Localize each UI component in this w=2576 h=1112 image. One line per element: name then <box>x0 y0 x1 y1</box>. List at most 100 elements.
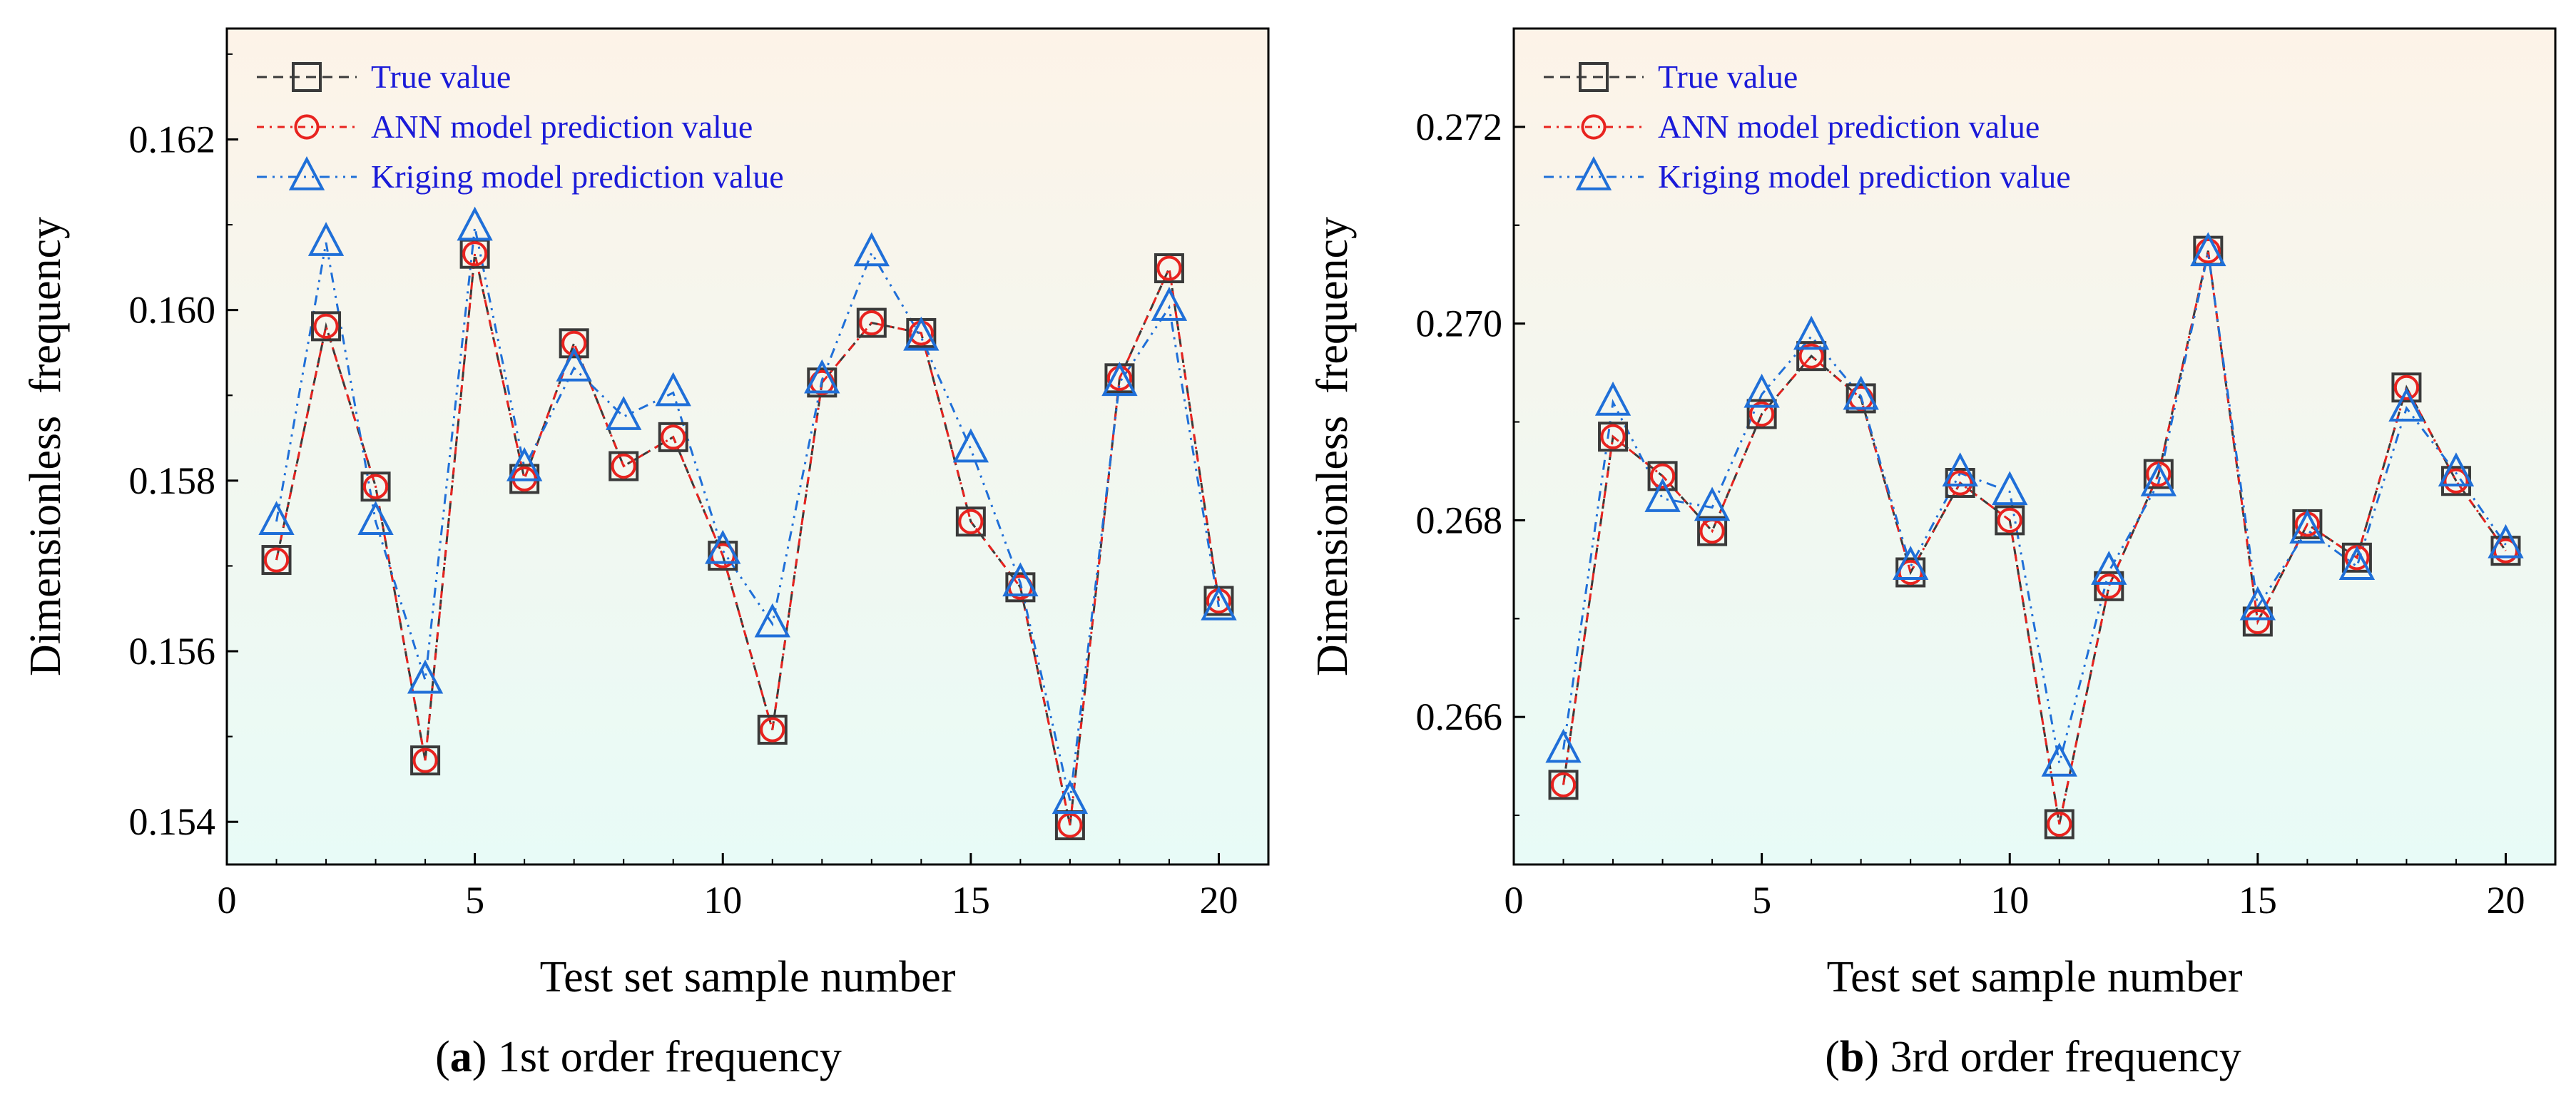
data-point-square <box>1598 422 1629 452</box>
y-tick-label: 0.156 <box>129 630 216 673</box>
data-point-triangle <box>1002 562 1039 597</box>
data-point-square <box>1697 516 1728 546</box>
x-tick-label: 5 <box>1752 879 1771 922</box>
plot-background <box>1514 29 2555 864</box>
data-point-triangle <box>1743 373 1780 408</box>
data-point-square <box>1846 383 1876 414</box>
data-point-circle <box>2393 374 2420 400</box>
legend-label: Kriging model prediction value <box>371 158 784 195</box>
x-tick-label: 20 <box>2486 879 2525 922</box>
legend-marker-square <box>1579 62 1609 92</box>
data-point-triangle <box>2388 387 2425 422</box>
data-point-triangle <box>903 316 940 351</box>
data-point-triangle <box>1052 780 1089 815</box>
x-tick-label: 5 <box>465 879 484 922</box>
data-point-circle <box>2443 468 2469 494</box>
legend-marker-triangle <box>288 155 325 190</box>
data-point-square <box>2143 459 2174 489</box>
caption-close-paren: ) <box>1864 1033 1879 1081</box>
data-point-circle <box>1156 255 1182 281</box>
legend-label: ANN model prediction value <box>1658 108 2040 145</box>
data-point-circle <box>1749 401 1775 427</box>
data-point-circle <box>1550 772 1577 797</box>
caption-open-paren: ( <box>1825 1033 1840 1081</box>
data-point-square <box>1746 399 1777 429</box>
y-tick-label: 0.268 <box>1416 499 1503 541</box>
data-point-square <box>1005 572 1036 603</box>
data-point-square <box>2341 542 2372 573</box>
data-point-square <box>1548 770 1579 800</box>
data-point-triangle <box>853 232 890 267</box>
data-point-square <box>2391 372 2422 403</box>
data-point-triangle <box>2488 524 2524 558</box>
data-point-circle <box>2245 608 2271 635</box>
data-point-circle <box>2096 573 2122 599</box>
data-point-circle <box>263 547 290 573</box>
data-point-circle <box>313 313 339 339</box>
data-point-circle <box>2047 811 2072 837</box>
x-tick-label: 20 <box>1199 879 1238 922</box>
legend-marker-triangle <box>1575 155 1612 190</box>
x-tick-label: 10 <box>1990 879 2029 922</box>
data-point-circle <box>362 474 389 499</box>
data-point-triangle <box>2140 461 2177 496</box>
data-point-square <box>410 745 441 776</box>
data-point-circle <box>1798 343 1824 369</box>
data-point-square <box>1796 341 1827 372</box>
data-point-triangle <box>1843 375 1879 410</box>
data-point-triangle <box>606 396 642 430</box>
legend-marker-circle <box>294 114 320 140</box>
data-point-circle <box>611 453 636 479</box>
panel-caption: (b) 3rd order frequency <box>1825 1033 2241 1081</box>
data-point-triangle <box>258 501 295 535</box>
legend-label: True value <box>371 58 511 95</box>
data-point-circle <box>661 424 686 450</box>
data-point-square <box>360 471 391 502</box>
legend-marker-square <box>292 62 322 92</box>
y-tick-label: 0.272 <box>1416 106 1503 148</box>
legend-label: ANN model prediction value <box>371 108 753 145</box>
data-point-triangle <box>2190 232 2226 267</box>
data-point-square <box>1154 253 1184 284</box>
x-tick-label: 15 <box>2239 879 2277 922</box>
caption-letter: b <box>1840 1033 1864 1081</box>
legend-label: Kriging model prediction value <box>1658 158 2071 195</box>
data-point-square <box>311 311 342 342</box>
caption-text: 1st order frequency <box>487 1033 842 1081</box>
data-point-circle <box>561 330 587 356</box>
x-tick-label: 15 <box>952 879 990 922</box>
data-point-triangle <box>506 447 543 481</box>
data-point-triangle <box>1793 315 1830 350</box>
data-point-circle <box>859 310 885 336</box>
data-point-triangle <box>705 529 741 564</box>
data-point-triangle <box>457 206 493 241</box>
data-point-square <box>856 307 887 338</box>
data-point-square <box>2242 606 2273 637</box>
y-tick-label: 0.154 <box>129 800 216 843</box>
data-point-triangle <box>556 347 592 382</box>
chart-panel-a: 0 5 10 15 20 0.154 0.156 0.158 0.160 0.162 True va… <box>21 27 1270 1081</box>
legend: True value ANN model prediction value Krig… <box>1544 58 2071 195</box>
data-point-circle <box>1057 812 1083 838</box>
data-point-triangle <box>1151 287 1188 321</box>
data-point-triangle <box>2091 551 2127 585</box>
plot-background <box>227 29 1268 864</box>
data-point-triangle <box>1992 471 2028 506</box>
data-point-square <box>2094 571 2124 601</box>
data-point-triangle <box>952 428 989 463</box>
caption-text: 3rd order frequency <box>1879 1033 2241 1081</box>
data-point-circle <box>760 717 785 743</box>
data-point-square <box>609 451 639 481</box>
data-point-square <box>955 506 986 537</box>
data-point-square <box>2044 809 2074 840</box>
data-point-triangle <box>357 501 394 535</box>
series-line-triangle <box>275 227 1220 801</box>
data-point-square <box>807 367 838 398</box>
data-point-circle <box>1600 424 1626 449</box>
data-point-triangle <box>1101 362 1138 397</box>
caption-close-paren: ) <box>472 1033 487 1081</box>
y-tick-label: 0.158 <box>129 459 216 502</box>
data-point-triangle <box>1594 381 1631 416</box>
data-point-triangle <box>1644 478 1681 512</box>
x-axis-label: Test set sample number <box>1827 953 2243 1001</box>
